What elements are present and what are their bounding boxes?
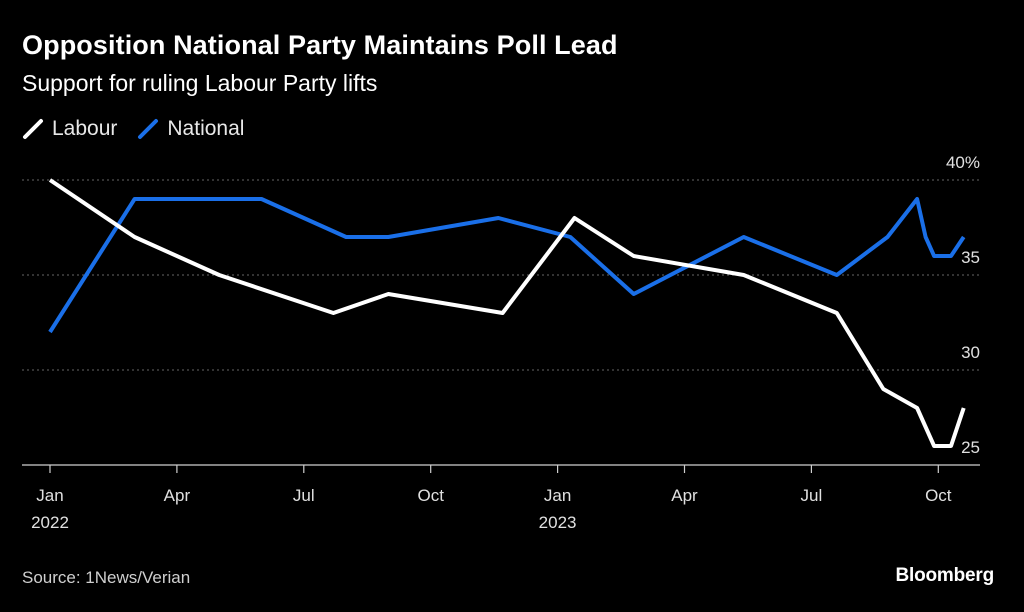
y-tick-label-25: 25 [961,438,980,457]
legend: Labour National [22,117,264,141]
chart-subtitle: Support for ruling Labour Party lifts [22,70,378,96]
legend-label-national: National [167,117,245,140]
x-tick-label-0: Jan [36,486,63,505]
x-tick-label-3: Oct [417,486,444,505]
y-tick-label-35: 35 [961,248,980,267]
x-tick-label-4: Jan [544,486,571,505]
x-tick-label-5: Apr [671,486,698,505]
source-note: Source: 1News/Verian [22,568,191,587]
legend-swatch-labour [23,119,43,139]
bloomberg-logo: Bloomberg [895,565,995,586]
series-line-labour [48,178,966,448]
legend-swatch-national [138,119,159,139]
x-tick-year-0: 2022 [31,513,69,532]
y-tick-label-40: 40% [946,153,980,172]
legend-item-national: National [137,117,244,141]
series-line-national [48,197,966,334]
x-tick-year-4: 2023 [539,513,577,532]
legend-label-labour: Labour [52,117,118,140]
x-tick-label-1: Apr [164,486,191,505]
chart-title: Opposition National Party Maintains Poll… [22,30,618,60]
legend-item-labour: Labour [22,117,117,141]
x-tick-label-6: Jul [801,486,823,505]
x-tick-label-2: Jul [293,486,315,505]
y-tick-label-30: 30 [961,343,980,362]
x-tick-label-7: Oct [925,486,952,505]
